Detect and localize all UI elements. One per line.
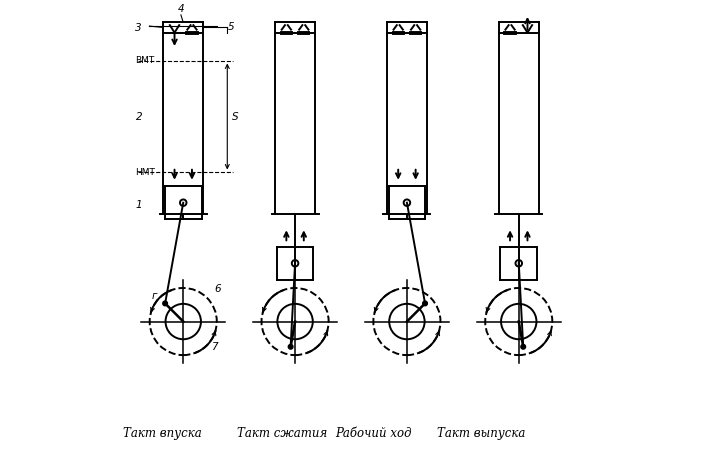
Text: ВМТ: ВМТ (135, 56, 154, 65)
Text: Рабочий ход: Рабочий ход (335, 427, 411, 440)
Text: 7: 7 (211, 342, 218, 352)
Text: Такт сжатия: Такт сжатия (237, 427, 327, 440)
Text: 4: 4 (178, 4, 184, 14)
Text: 6: 6 (215, 284, 221, 294)
Text: Такт впуска: Такт впуска (123, 427, 201, 440)
Text: НМТ: НМТ (135, 168, 155, 177)
Circle shape (423, 301, 428, 306)
Circle shape (163, 301, 168, 306)
Text: 2: 2 (135, 111, 142, 122)
Circle shape (289, 344, 293, 349)
Text: 1: 1 (135, 200, 142, 210)
Circle shape (521, 344, 526, 349)
Text: Такт выпуска: Такт выпуска (437, 427, 526, 440)
Text: S: S (232, 111, 239, 122)
Text: 5: 5 (227, 22, 234, 32)
Text: г: г (152, 291, 157, 301)
Text: 3: 3 (135, 23, 142, 33)
